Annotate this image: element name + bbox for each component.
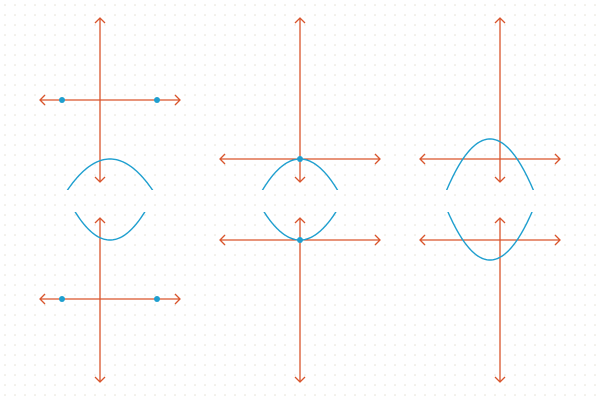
x-axis-arrowhead: [174, 94, 181, 106]
x-axis-arrowhead: [219, 153, 226, 165]
diagram-panels: [39, 17, 561, 383]
y-axis-arrowhead: [494, 17, 506, 24]
parabola-diagram-up-one-root: [219, 17, 381, 190]
parabola-diagram-down-one-root: [219, 212, 381, 383]
y-axis-arrowhead: [94, 217, 106, 224]
root-point: [154, 97, 160, 103]
x-axis-arrowhead: [39, 293, 46, 305]
parabola-diagram-down-no-roots: [419, 212, 561, 383]
root-point: [59, 296, 65, 302]
x-axis-arrowhead: [374, 234, 381, 246]
y-axis-arrowhead: [94, 176, 106, 183]
x-axis-arrowhead: [39, 94, 46, 106]
root-point: [154, 296, 160, 302]
root-point: [297, 156, 303, 162]
y-axis-arrowhead: [494, 217, 506, 224]
y-axis-arrowhead: [94, 17, 106, 24]
root-point: [59, 97, 65, 103]
y-axis-arrowhead: [494, 376, 506, 383]
root-point: [297, 237, 303, 243]
y-axis-arrowhead: [294, 17, 306, 24]
y-axis-arrowhead: [494, 176, 506, 183]
parabola-curve: [447, 212, 533, 261]
y-axis-arrowhead: [294, 217, 306, 224]
parabola-curve: [66, 158, 154, 190]
y-axis-arrowhead: [294, 376, 306, 383]
x-axis-arrowhead: [554, 234, 561, 246]
y-axis-arrowhead: [294, 176, 306, 183]
x-axis-arrowhead: [174, 293, 181, 305]
parabola-diagram-up-two-roots: [39, 17, 181, 190]
parabola-diagram-down-two-roots: [39, 212, 181, 383]
parabola-diagram-up-no-roots: [419, 17, 561, 190]
parabola-curve: [74, 212, 146, 241]
x-axis-arrowhead: [219, 234, 226, 246]
x-axis-arrowhead: [419, 234, 426, 246]
x-axis-arrowhead: [374, 153, 381, 165]
parabola-curve: [445, 138, 535, 190]
y-axis-arrowhead: [94, 376, 106, 383]
x-axis-arrowhead: [419, 153, 426, 165]
x-axis-arrowhead: [554, 153, 561, 165]
